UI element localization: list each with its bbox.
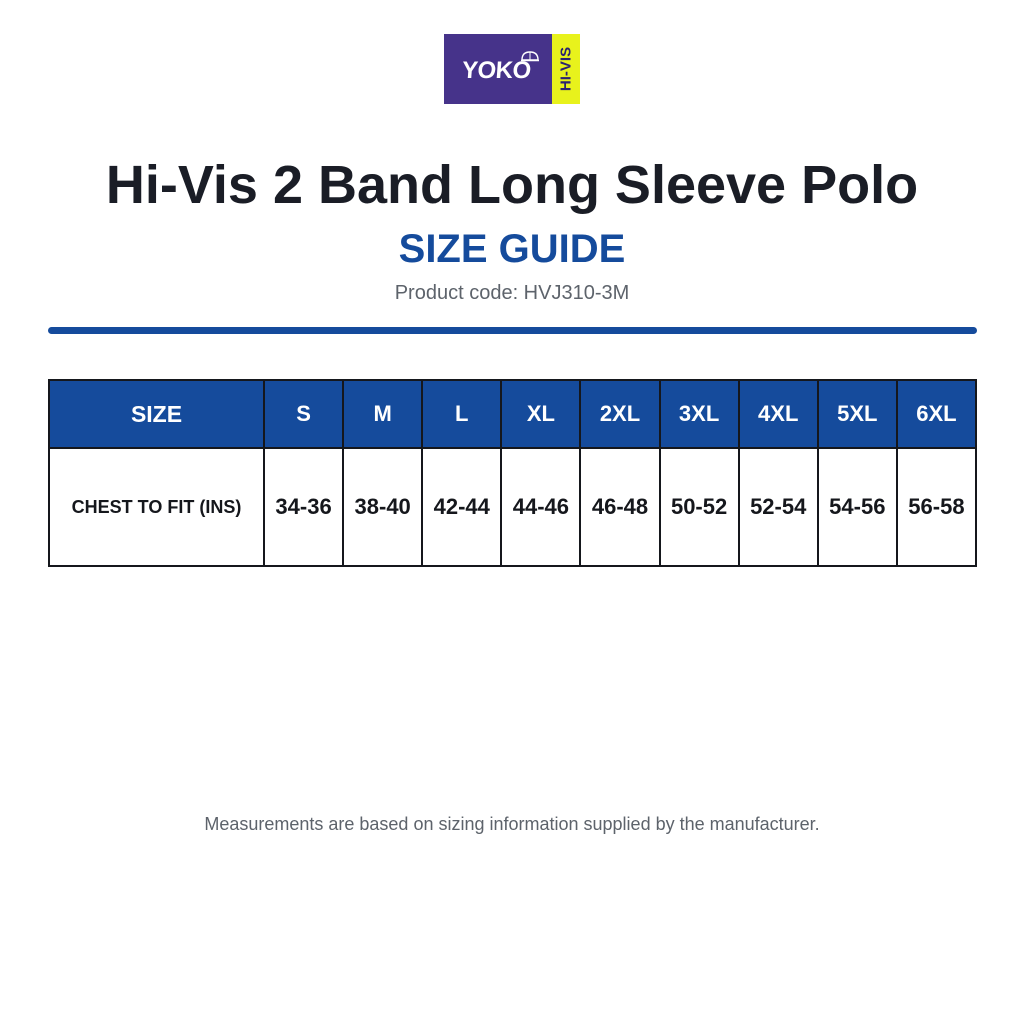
- logo-tag-text: HI-VIS: [557, 46, 575, 92]
- product-code: Product code: HVJ310-3M: [394, 282, 630, 304]
- size-header-row: SIZE S M L XL 2XL 3XL 4XL 5XL 6XL: [48, 379, 978, 449]
- divider: [48, 327, 977, 334]
- size-header-cell: 2XL: [579, 379, 661, 449]
- page-subtitle: SIZE GUIDE: [398, 227, 626, 271]
- size-table: SIZE S M L XL 2XL 3XL 4XL 5XL 6XL CHEST …: [48, 379, 978, 567]
- measurement-value: 38-40: [342, 447, 424, 567]
- measurement-value: 42-44: [421, 447, 503, 567]
- size-header-cell: 3XL: [658, 379, 740, 449]
- size-header-cell: 6XL: [895, 379, 978, 449]
- size-header-cell: L: [421, 379, 503, 449]
- footnote: Measurements are based on sizing informa…: [204, 814, 820, 834]
- measurement-value: 50-52: [658, 447, 740, 567]
- size-header-cell: M: [342, 379, 424, 449]
- brand-logo: YOKO HI-VIS: [444, 34, 580, 104]
- measurement-value: 46-48: [579, 447, 661, 567]
- measurement-value: 44-46: [500, 447, 582, 567]
- size-header-cell: 5XL: [816, 379, 898, 449]
- logo-tag-panel: HI-VIS: [550, 34, 580, 104]
- size-header-cell: 4XL: [737, 379, 819, 449]
- measurement-value: 52-54: [737, 447, 819, 567]
- hard-hat-icon: [521, 51, 539, 62]
- size-header-label: SIZE: [48, 379, 265, 449]
- measurement-value: 54-56: [816, 447, 898, 567]
- logo-brand-panel: YOKO: [444, 34, 550, 104]
- measurement-value: 34-36: [262, 447, 345, 567]
- page-title: Hi-Vis 2 Band Long Sleeve Polo: [105, 155, 919, 215]
- size-header-cell: S: [262, 379, 345, 449]
- table-row: CHEST TO FIT (INS) 34-36 38-40 42-44 44-…: [48, 447, 978, 567]
- size-header-cell: XL: [500, 379, 582, 449]
- measurement-value: 56-58: [895, 447, 978, 567]
- measurement-label: CHEST TO FIT (INS): [48, 447, 265, 567]
